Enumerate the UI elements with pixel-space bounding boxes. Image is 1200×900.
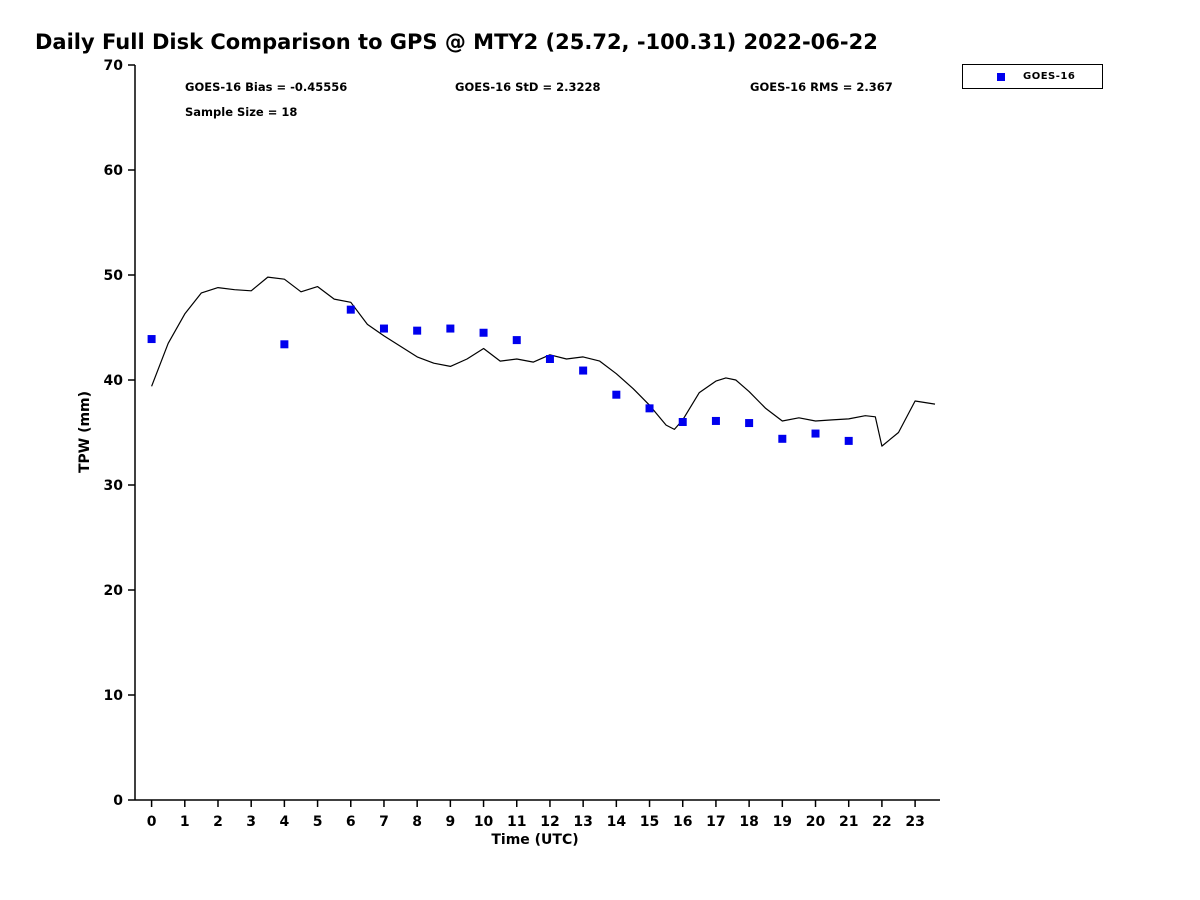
x-axis-label: Time (UTC) [491, 832, 579, 848]
goes16-marker [413, 326, 422, 335]
x-tick-label: 8 [412, 814, 422, 830]
annotation-sample-size: Sample Size = 18 [185, 105, 298, 119]
x-tick-label: 18 [739, 814, 758, 830]
x-tick-label: 7 [379, 814, 389, 830]
goes16-marker [446, 324, 455, 333]
y-tick-label: 10 [104, 688, 124, 704]
annotation-rms: GOES-16 RMS = 2.367 [750, 80, 893, 94]
x-tick-label: 12 [540, 814, 559, 830]
x-tick-label: 5 [313, 814, 323, 830]
y-tick-label: 30 [104, 478, 124, 494]
x-tick-label: 15 [640, 814, 659, 830]
goes16-marker [346, 305, 355, 314]
y-tick-label: 0 [113, 793, 123, 809]
x-tick-label: 21 [839, 814, 858, 830]
x-tick-label: 1 [180, 814, 190, 830]
goes16-marker [280, 340, 289, 349]
goes16-marker [612, 390, 621, 399]
x-tick-label: 9 [445, 814, 455, 830]
x-tick-label: 13 [573, 814, 592, 830]
chart-title: Daily Full Disk Comparison to GPS @ MTY2… [35, 30, 878, 54]
goes16-marker [811, 429, 820, 438]
goes16-marker [545, 355, 554, 363]
y-tick-label: 70 [104, 58, 124, 74]
goes16-marker [147, 335, 156, 344]
y-tick-label: 20 [104, 583, 124, 599]
x-tick-label: 23 [905, 814, 924, 830]
legend-label-goes16: GOES-16 [1023, 71, 1076, 82]
x-tick-label: 3 [246, 814, 256, 830]
x-tick-label: 10 [474, 814, 494, 830]
annotation-std: GOES-16 StD = 2.3228 [455, 80, 601, 94]
goes16-marker [645, 404, 654, 413]
x-tick-label: 0 [147, 814, 157, 830]
y-tick-label: 40 [104, 373, 124, 389]
goes16-marker [379, 324, 388, 333]
gps-line [151, 276, 936, 447]
x-tick-label: 16 [673, 814, 692, 830]
x-tick-label: 17 [706, 814, 725, 830]
goes16-marker [579, 366, 588, 375]
legend: GOES-16 [962, 64, 1103, 89]
goes16-marker [745, 419, 754, 428]
x-tick-label: 22 [872, 814, 891, 830]
goes16-marker [479, 328, 488, 337]
y-tick-label: 50 [104, 268, 124, 284]
legend-marker-goes16-icon [997, 72, 1005, 81]
annotation-bias: GOES-16 Bias = -0.45556 [185, 80, 348, 94]
goes16-marker [512, 336, 521, 345]
x-tick-label: 11 [507, 814, 526, 830]
goes16-marker [678, 418, 687, 426]
x-tick-label: 6 [346, 814, 356, 830]
x-tick-label: 4 [280, 814, 290, 830]
goes16-marker [711, 416, 720, 425]
x-tick-label: 19 [773, 814, 792, 830]
y-tick-label: 60 [104, 163, 124, 179]
x-tick-label: 14 [607, 814, 627, 830]
x-tick-label: 20 [806, 814, 826, 830]
x-tick-label: 2 [213, 814, 223, 830]
goes16-marker [844, 436, 853, 445]
goes16-marker [778, 434, 787, 443]
